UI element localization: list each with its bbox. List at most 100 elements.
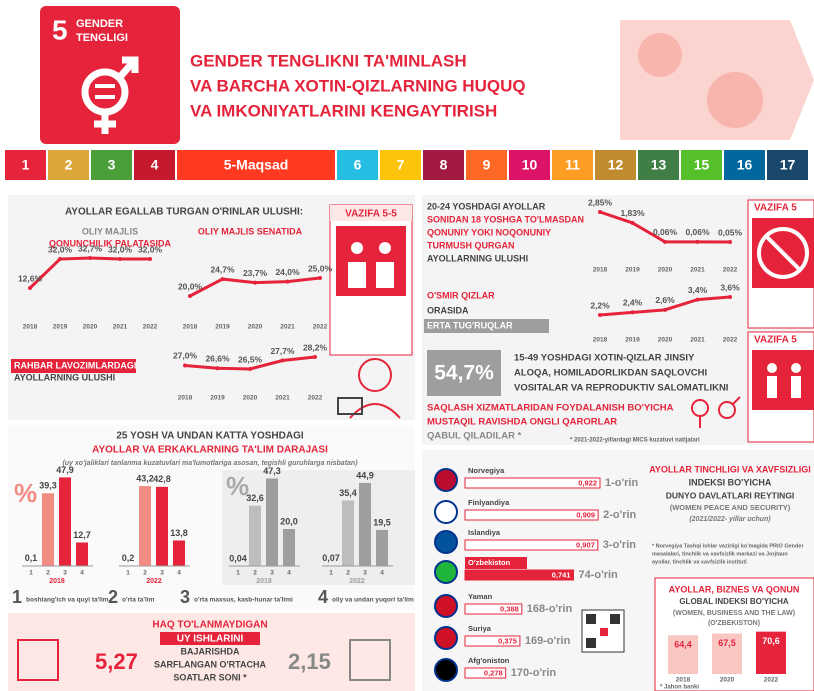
goal-label: 9 (483, 157, 491, 173)
point (216, 366, 220, 370)
x-tick-label: 2022 (723, 337, 738, 344)
goal-label: 4 (151, 157, 159, 173)
footnote: * Jahon banki (660, 685, 699, 691)
chart-title: O'SMIR QIZLAR (427, 290, 495, 300)
panel-title: (WOMEN PEACE AND SECURITY) (670, 503, 791, 512)
country-label: O'zbekiston (468, 558, 511, 567)
text-line: VOSITALAR VA REPRODUKTIV SALOMATLIKNI (514, 383, 728, 394)
value-label: 0,06% (685, 227, 710, 237)
rank-label: 170-o'rin (511, 667, 557, 679)
value-label: 32,0% (138, 244, 163, 254)
goal-label: 2 (65, 157, 73, 173)
point (286, 280, 290, 284)
value-label: 2,4% (623, 298, 643, 308)
note: ayollar, tinchlik va xavfsizlik institut… (652, 559, 747, 565)
value-label: 0,907 (576, 540, 595, 549)
value-label: 27,0% (173, 351, 198, 361)
panel-title: AYOLLAR TINCHLIGI VA XAVFSIZLIGI (649, 464, 811, 474)
value-label: 23,7% (243, 268, 268, 278)
icon-part (767, 363, 777, 373)
point (318, 276, 322, 280)
header-title: GENDER TENGLIKNI TA'MINLASH (190, 51, 467, 70)
bar (156, 487, 168, 566)
icon-part (791, 363, 801, 373)
country-label: Suriya (468, 624, 492, 633)
panel-title: (2021/2022- yillar uchun) (689, 516, 771, 523)
category-label: 4 (287, 570, 291, 577)
category-label: 3 (160, 570, 164, 577)
value-label: 13,8 (170, 528, 188, 538)
value-label: 0,922 (578, 478, 597, 487)
category-label: 4 (177, 570, 181, 577)
x-tick-label: 2020 (243, 395, 258, 402)
x-tick-label: 2018 (183, 324, 198, 331)
category-label: 2 (46, 570, 50, 577)
country-label: Finlyandiya (468, 498, 510, 507)
text-line: 15-49 YOSHDAGI XOTIN-QIZLAR JINSIY (514, 353, 695, 364)
x-tick-label: 2021 (690, 337, 705, 344)
category-label: 1 (29, 570, 33, 577)
rank-label: 3-o'rin (603, 539, 636, 551)
point (696, 240, 700, 244)
chart-title: OLIY MAJLIS (82, 226, 138, 236)
icon-part (348, 262, 366, 288)
series-label: 2022 (349, 578, 365, 585)
value-label: 44,9 (356, 470, 374, 480)
category-label: 3 (270, 570, 274, 577)
x-tick-label: 2018 (178, 395, 193, 402)
panel-title: DUNYO DAVLATLARI REYTINGI (666, 490, 795, 500)
value-label: 28,2% (303, 342, 328, 352)
x-tick-label: 2022 (308, 395, 323, 402)
goal-label: 13 (651, 157, 667, 173)
value-label: 19,5 (373, 517, 391, 527)
point (188, 294, 192, 298)
panel-title: 25 YOSH VA UNDAN KATTA YOSHDAGI (116, 431, 303, 442)
x-tick-label: 2018 (593, 337, 608, 344)
value-label: 27,7% (270, 346, 295, 356)
value-label: 32,7% (78, 243, 103, 253)
x-tick-label: 2020 (658, 267, 673, 274)
big-value: 54,7% (434, 362, 494, 385)
category-label: 1 (236, 570, 240, 577)
point (183, 363, 187, 367)
category-label: 2 (143, 570, 147, 577)
point (88, 256, 92, 260)
note: * Norvegiya Tashqi ishlar vazirligi ko'm… (652, 543, 804, 549)
x-tick-label: 2020 (658, 337, 673, 344)
panel-title: (WOMEN, BUSINESS AND THE LAW) (673, 610, 795, 617)
flag (435, 531, 457, 553)
bar (59, 477, 71, 566)
series-label: 2022 (146, 578, 162, 585)
point (221, 277, 225, 281)
rank-label: 169-o'rin (525, 635, 571, 647)
point (663, 240, 667, 244)
x-tick-label: 2019 (210, 395, 225, 402)
ornament (707, 72, 763, 128)
value-label: 0,741 (552, 570, 571, 579)
icon-part (767, 376, 777, 398)
x-tick-label: 2020 (83, 324, 98, 331)
value-label: 0,388 (500, 604, 519, 613)
series-label: 2018 (49, 578, 65, 585)
goal-label: 16 (737, 157, 753, 173)
panel-title: SARFLANGAN O'RTACHA (154, 659, 266, 669)
bar (359, 483, 371, 566)
category-label: 1 (329, 570, 333, 577)
icon-part (376, 262, 394, 288)
value-label: 12,7 (73, 530, 91, 540)
category-label: 4 (80, 570, 84, 577)
panel-title: (O'ZBEKISTON) (708, 620, 760, 627)
legend-text: o'rta maxsus, kasb-hunar ta'limi (194, 597, 293, 604)
country-label: Norvegiya (468, 466, 505, 475)
value-label: 32,0% (48, 244, 73, 254)
x-tick-label: 2018 (593, 267, 608, 274)
value-label: 3,6% (720, 282, 740, 292)
category-label: 2 (253, 570, 257, 577)
text-line: QABUL QILADILAR * (427, 431, 522, 442)
women-value: 5,27 (95, 649, 138, 674)
goal-label: 8 (440, 157, 448, 173)
legend-number: 2 (108, 587, 118, 607)
percent-icon: % (14, 478, 37, 508)
bar (139, 486, 151, 566)
x-tick-label: 2022 (723, 267, 738, 274)
